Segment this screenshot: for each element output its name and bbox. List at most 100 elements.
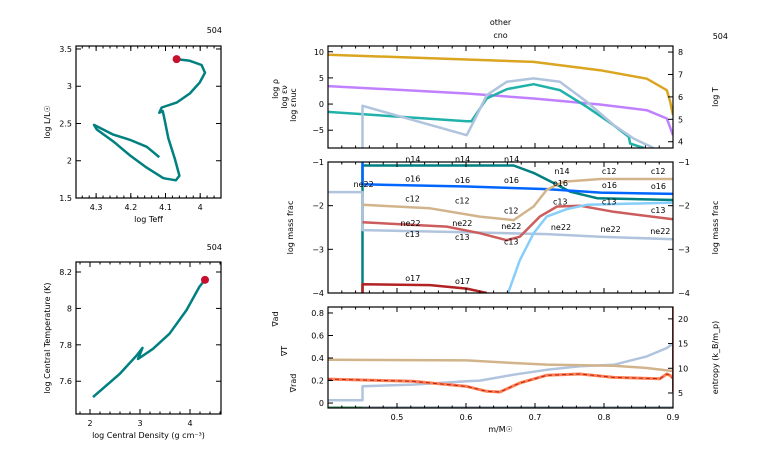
y-tick-label: 1.5 (59, 194, 72, 203)
y-tick-label: 10 (314, 48, 324, 57)
x-axis-label: log Central Density (g cm⁻³) (92, 431, 205, 440)
chart-title: 504 (713, 32, 728, 41)
series-line (92, 279, 206, 399)
isotope-label-o16: o16 (651, 182, 666, 191)
series-line-∇ad (328, 358, 673, 372)
isotope-label-c12: c12 (602, 167, 617, 176)
x-tick-label: 3 (137, 419, 142, 428)
isotope-label-c13: c13 (455, 233, 470, 242)
y-tick-label: 5 (319, 74, 324, 83)
series-line-entropy (328, 343, 673, 402)
y-right-tick-label: 15 (678, 340, 688, 349)
x-tick-label: 4 (198, 203, 203, 212)
x-tick-label: 0.6 (460, 413, 473, 422)
isotope-label-c13: c13 (602, 197, 617, 206)
chart-profile-mid: n14 n14 n14 n14 o16 o16 o16 o16 o16 o16 ne22 ne22 ne… (286, 155, 720, 298)
series-line-ne22 (328, 190, 673, 241)
y-tick-label: 3 (67, 82, 72, 91)
y-tick-label: 0.6 (311, 331, 324, 340)
isotope-label-c13: c13 (504, 237, 519, 246)
isotope-label-c12: c12 (405, 194, 420, 203)
y-tick-label: 0.8 (311, 309, 324, 318)
isotope-label-n14: n14 (554, 167, 569, 176)
series-group (92, 279, 206, 399)
y-axis-label: ∇T (280, 346, 289, 357)
y-right-tick-label: −2 (678, 202, 690, 211)
series-line-log T (328, 53, 673, 116)
y-axis-label: log L/L☉ (43, 105, 52, 139)
chart-title: 504 (207, 243, 222, 252)
y-tick-label: 0 (319, 399, 324, 408)
x-tick-label: 4 (187, 419, 192, 428)
series-group (328, 162, 673, 293)
y-tick-label: −5 (312, 126, 324, 135)
y-tick-label: 2.5 (59, 119, 72, 128)
isotope-label-o17: o17 (405, 274, 420, 283)
x-tick-label: 4.3 (90, 203, 103, 212)
y-right-tick-label: 8 (678, 48, 683, 57)
x-tick-label: 2 (87, 419, 92, 428)
isotope-label-c13: c13 (651, 206, 666, 215)
chart-profile-bot: 0.5 0.6 0.7 0.8 0.9 0 0.2 0.4 0.6 0.8 5 10 15 20 m/M☉ ∇… (271, 306, 720, 434)
y-tick-label: 8 (67, 304, 72, 313)
y-axis-label: log ρ (271, 79, 280, 99)
y-right-axis-label: entropy (k_B/m_p) (711, 321, 720, 394)
series-line-∇T (328, 373, 673, 393)
series-line-log εν (328, 82, 645, 148)
y-axis-label: log Central Temperature (K) (43, 282, 52, 393)
y-right-tick-label: −3 (678, 245, 690, 254)
y-tick-label: 7.8 (59, 341, 72, 350)
y-right-tick-label: −1 (678, 158, 690, 167)
y-right-tick-label: 10 (678, 364, 688, 373)
y-tick-label: 3.5 (59, 45, 72, 54)
isotope-label-n14: n14 (504, 155, 519, 164)
x-tick-label: 0.7 (529, 413, 542, 422)
series-line-c12 (362, 177, 673, 222)
isotope-label-ne22: ne22 (354, 180, 374, 189)
y-tick-label: −1 (312, 158, 324, 167)
isotope-label-o16: o16 (553, 179, 568, 188)
series-group (92, 57, 207, 182)
isotope-label-c12: c12 (455, 196, 470, 205)
series-group (328, 307, 673, 408)
series-line-log ρ (328, 84, 673, 136)
y-right-tick-label: 6 (678, 93, 683, 102)
series-line-c13 (362, 204, 673, 242)
isotope-label-ne22: ne22 (601, 225, 621, 234)
isotope-label-c13: c13 (405, 230, 420, 239)
chart-heading: cno (493, 31, 507, 40)
series-line-log εnuc (361, 77, 655, 148)
plot-frame (75, 45, 222, 199)
isotope-label-ne22: ne22 (452, 219, 472, 228)
chart-hr: 4.3 4.2 4.1 4 1.5 2 2.5 3 3.5 504 log Teff log L/L☉ (43, 26, 222, 224)
chart-heading: other (490, 18, 512, 27)
y-right-tick-label: −4 (678, 289, 690, 298)
x-tick-label: 0.8 (598, 413, 611, 422)
y-right-axis-label: log mass frac (711, 201, 720, 255)
chart-title: 504 (207, 26, 222, 35)
current-point-marker (172, 55, 181, 64)
chart-rhot: 2 3 4 7.6 7.8 8 8.2 504 log Central Density (g c… (43, 243, 222, 440)
series-line (92, 57, 207, 182)
isotope-label-ne22: ne22 (501, 222, 521, 231)
x-tick-label: 0.5 (391, 413, 404, 422)
y-axis-label: log εnuc (289, 88, 298, 122)
y-tick-label: −3 (312, 245, 324, 254)
plot-frame (327, 161, 674, 294)
series-group (328, 53, 673, 148)
isotope-label-o16: o16 (602, 181, 617, 190)
isotope-label-ne22: ne22 (650, 227, 670, 236)
series-line (506, 201, 673, 293)
isotope-label-ne22: ne22 (551, 223, 571, 232)
plot-frame (327, 306, 674, 409)
x-tick-label: 0.9 (667, 413, 680, 422)
y-tick-label: 0.2 (311, 377, 324, 386)
y-tick-label: 2 (67, 157, 72, 166)
y-tick-label: 0.4 (311, 354, 324, 363)
x-tick-label: 4.1 (159, 203, 172, 212)
y-axis-label: log mass frac (286, 201, 295, 255)
isotope-label-c12: c12 (651, 167, 666, 176)
isotope-label-o16: o16 (455, 176, 470, 185)
y-tick-label: 0 (319, 100, 324, 109)
